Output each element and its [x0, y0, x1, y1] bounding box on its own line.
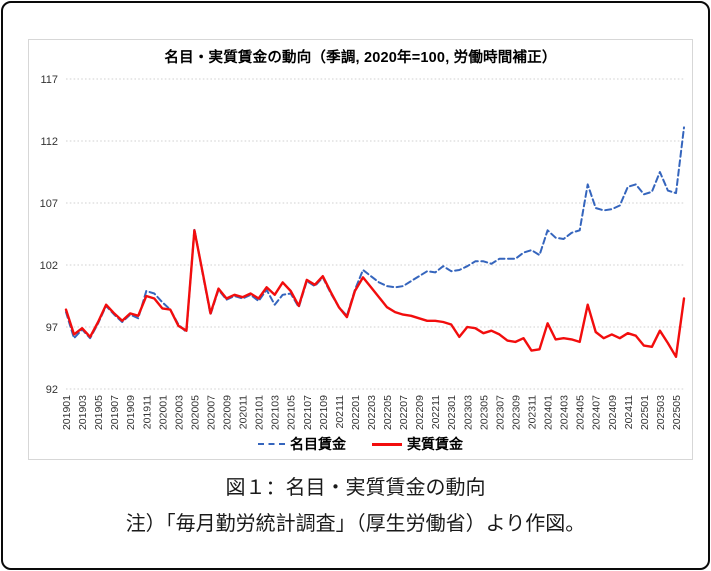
x-axis-tick-label: 202105 [286, 395, 298, 430]
legend: 名目賃金 実質賃金 [29, 434, 692, 454]
x-axis-tick-label: 202205 [382, 395, 394, 430]
x-axis-tick-label: 202409 [607, 395, 619, 430]
figure-caption: 図１：名目・実質賃金の動向 [225, 477, 486, 499]
x-axis-tick-label: 202411 [623, 395, 635, 429]
x-axis-tick-label: 202303 [462, 395, 474, 430]
x-axis-tick-label: 202309 [510, 395, 522, 430]
nominal-wage-line [65, 126, 685, 340]
y-axis-tick-label: 107 [40, 198, 58, 210]
x-axis-tick-label: 202307 [494, 395, 506, 430]
legend-label-real: 実質賃金 [407, 436, 463, 452]
x-axis-tick-label: 202001 [157, 395, 169, 430]
x-axis-tick-label: 201903 [77, 395, 89, 430]
chart-panel: 名目・実質賃金の動向（季調, 2020年=100, 労働時間補正） 92 97 10… [28, 39, 693, 460]
x-axis-tick-label: 202209 [414, 395, 426, 430]
y-axis-tick-label: 97 [46, 322, 58, 334]
real-wage-line [64, 229, 686, 358]
wage-chart-svg: 92 97 102 107 112 117 201901 201903 201905 201907… [40, 74, 686, 430]
x-axis-tick-label: 202005 [189, 395, 201, 430]
x-axis-tick-label: 201901 [61, 395, 73, 430]
legend-item-nominal: 名目賃金 [258, 434, 346, 454]
x-axis-tick-label: 202403 [559, 395, 571, 430]
y-axis-tick-label: 102 [40, 260, 58, 272]
dashed-line-swatch [258, 443, 285, 445]
x-axis-tick-label: 202111 [334, 395, 346, 429]
x-axis-tick-label: 201909 [125, 395, 137, 430]
legend-item-real: 実質賃金 [372, 434, 463, 454]
y-axis-tick-label: 92 [46, 384, 58, 396]
y-axis-tick-label: 112 [40, 136, 58, 148]
x-axis-tick-label: 202011 [238, 395, 250, 429]
x-axis-tick-label: 202009 [222, 395, 234, 430]
figure-note: 注）「毎月勤労統計調査」（厚生労働省）より作図。 [125, 513, 586, 535]
x-axis-tick-label: 202203 [366, 395, 378, 430]
y-axis-tick-label: 117 [40, 74, 58, 86]
x-axis-tick-label: 202103 [270, 395, 282, 430]
x-axis-tick-label: 202109 [318, 395, 330, 430]
x-axis-tick-label: 202003 [173, 395, 185, 430]
x-axis-tick-label: 201905 [93, 395, 105, 430]
chart-title: 名目・実質賃金の動向（季調, 2020年=100, 労働時間補正） [164, 50, 557, 66]
x-axis-tick-label: 202201 [350, 395, 362, 430]
x-axis-tick-label: 202407 [591, 395, 603, 430]
x-axis-tick-label: 202007 [205, 395, 217, 430]
x-axis-tick-label: 202503 [655, 395, 667, 430]
x-axis-tick-label: 201911 [141, 395, 153, 429]
x-axis-tick-label: 202207 [398, 395, 410, 430]
x-axis-tick-label: 202505 [671, 395, 683, 430]
x-axis-tick-label: 202501 [639, 395, 651, 430]
x-axis-tick-label: 202311 [527, 395, 539, 429]
solid-line-swatch [372, 442, 402, 446]
x-axis-tick-label: 202405 [575, 395, 587, 430]
x-axis-tick-label: 202401 [543, 395, 555, 430]
x-axis-tick-label: 202101 [254, 395, 266, 430]
x-axis-tick-label: 201907 [109, 395, 121, 430]
x-axis-tick-label: 202211 [430, 395, 442, 429]
x-axis-tick-label: 202107 [302, 395, 314, 430]
x-axis-tick-label: 202305 [478, 395, 490, 430]
x-axis-tick-label: 202301 [446, 395, 458, 430]
legend-label-nominal: 名目賃金 [290, 436, 346, 452]
